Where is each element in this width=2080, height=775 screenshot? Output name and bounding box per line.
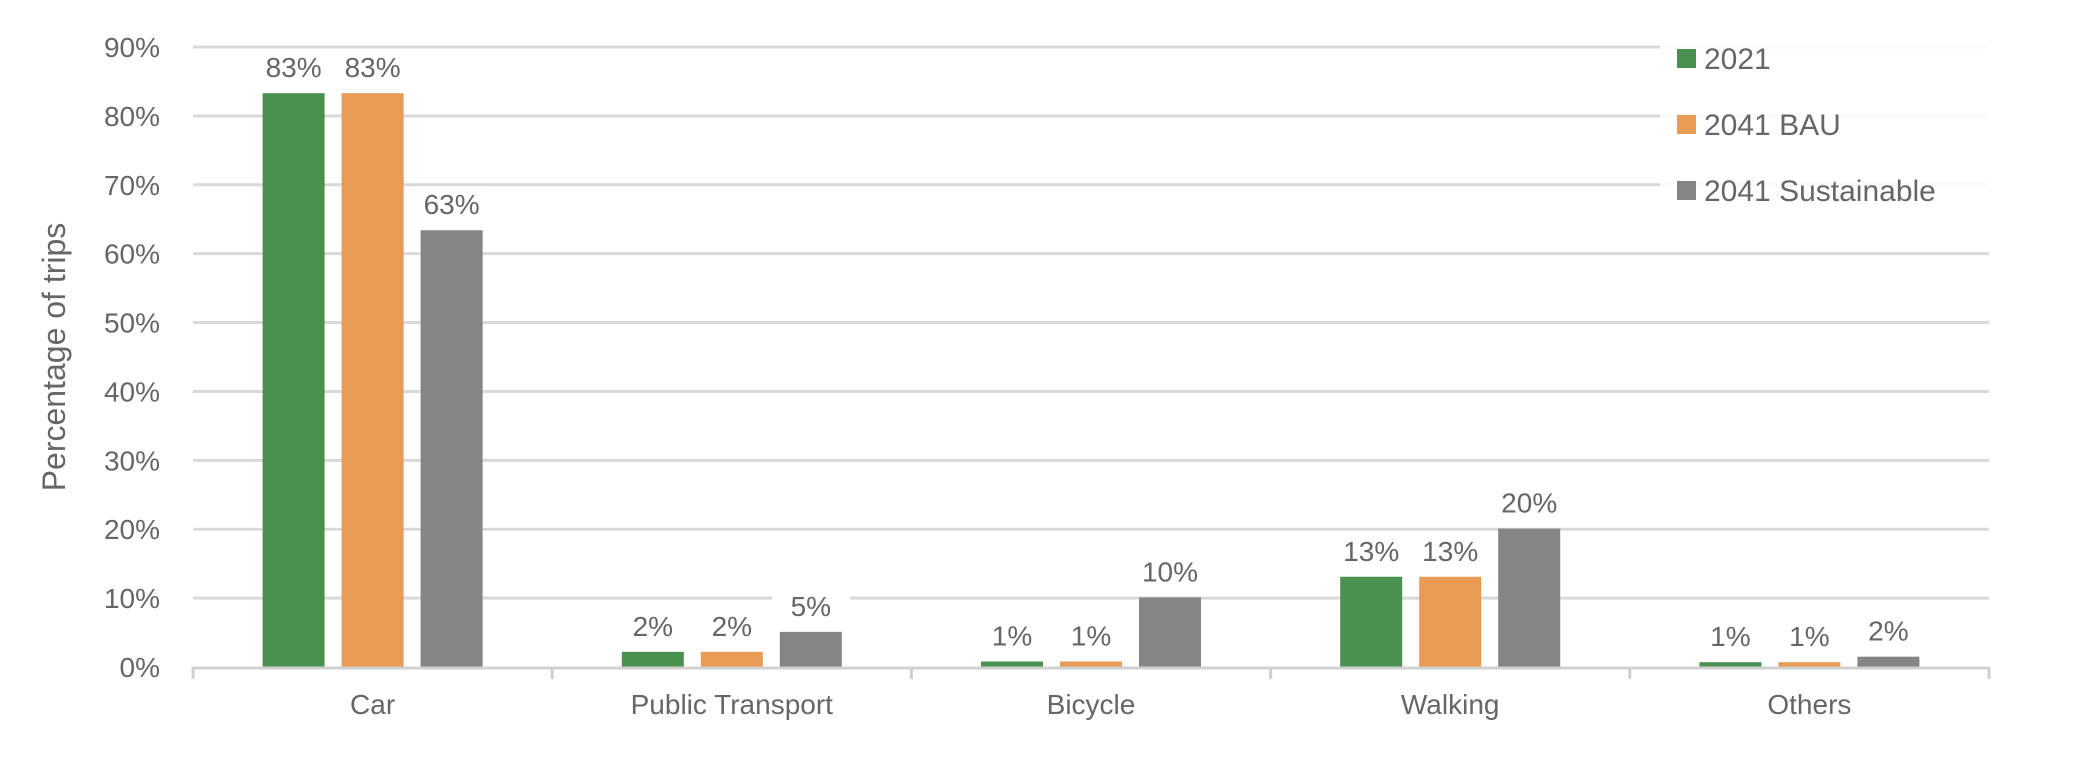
legend-label: 2041 BAU bbox=[1704, 109, 1841, 142]
data-label: 13% bbox=[1422, 536, 1478, 567]
data-label-bg bbox=[412, 186, 491, 221]
y-tick-label: 80% bbox=[104, 101, 160, 132]
bar bbox=[700, 651, 763, 667]
x-tick-label: Others bbox=[1767, 689, 1851, 720]
bar bbox=[621, 651, 684, 667]
data-label: 83% bbox=[266, 52, 322, 83]
legend-label: 2021 bbox=[1704, 43, 1771, 76]
data-label: 63% bbox=[424, 189, 480, 220]
data-label: 2% bbox=[712, 611, 752, 642]
x-tick-label: Car bbox=[350, 689, 395, 720]
data-label: 2% bbox=[633, 611, 673, 642]
data-label: 1% bbox=[1789, 621, 1829, 652]
data-label-bg bbox=[771, 587, 850, 622]
y-tick-label: 0% bbox=[120, 652, 160, 683]
y-tick-label: 90% bbox=[104, 32, 160, 63]
legend: 2021 2041 BAU 2041 Sustainable bbox=[1660, 36, 1990, 216]
bar bbox=[420, 230, 483, 667]
legend-swatch bbox=[1677, 115, 1696, 134]
bar bbox=[1699, 662, 1762, 667]
data-label-bg bbox=[1849, 612, 1928, 647]
data-label-bg bbox=[973, 617, 1051, 652]
y-axis-ticks: 0% 10% 20% 30% 40% 50% 60% 70% 80% 90% bbox=[104, 32, 160, 683]
y-tick-label: 30% bbox=[104, 445, 160, 476]
bar bbox=[1340, 576, 1403, 667]
data-label: 20% bbox=[1501, 488, 1557, 519]
data-label-bg bbox=[1770, 618, 1849, 653]
bar bbox=[341, 93, 404, 667]
gridlines bbox=[193, 45, 1989, 600]
data-label: 83% bbox=[345, 52, 401, 83]
data-label-bg bbox=[1332, 532, 1411, 567]
bars: 83% 2% 1% 13% 1% 83% 2% 1% 13% 1% 63% 5% 10% 20% 2% bbox=[254, 49, 1928, 667]
data-label-bg bbox=[1691, 618, 1770, 653]
bar bbox=[1498, 528, 1561, 667]
data-label-bg bbox=[333, 49, 412, 84]
data-label: 13% bbox=[1343, 536, 1399, 567]
data-label: 1% bbox=[1071, 620, 1111, 651]
bar bbox=[779, 631, 842, 667]
x-tick-label: Bicycle bbox=[1047, 689, 1136, 720]
legend-background bbox=[1660, 36, 1990, 216]
x-tick-label: Walking bbox=[1401, 689, 1500, 720]
data-label: 2% bbox=[1868, 616, 1908, 647]
data-label-bg bbox=[1411, 532, 1490, 567]
bar bbox=[1060, 661, 1122, 667]
data-label: 5% bbox=[791, 591, 831, 622]
y-tick-label: 60% bbox=[104, 239, 160, 270]
data-label-bg bbox=[613, 607, 692, 642]
data-label-bg bbox=[254, 49, 333, 84]
data-label-bg bbox=[692, 607, 771, 642]
legend-label: 2041 Sustainable bbox=[1704, 175, 1936, 208]
y-tick-label: 20% bbox=[104, 514, 160, 545]
x-tick-label: Public Transport bbox=[631, 689, 834, 720]
data-label-bg bbox=[1052, 617, 1130, 652]
bar bbox=[1857, 656, 1920, 667]
bar bbox=[262, 93, 325, 667]
data-label-bg bbox=[1131, 553, 1209, 588]
bar bbox=[981, 661, 1043, 667]
bar bbox=[1778, 662, 1841, 667]
data-label: 1% bbox=[1710, 621, 1750, 652]
legend-swatch bbox=[1677, 181, 1696, 200]
y-tick-label: 40% bbox=[104, 376, 160, 407]
data-label: 10% bbox=[1142, 556, 1198, 587]
y-axis-label: Percentage of trips bbox=[36, 223, 72, 492]
data-label-bg bbox=[1490, 484, 1569, 519]
bar bbox=[1419, 576, 1482, 667]
y-tick-label: 10% bbox=[104, 583, 160, 614]
y-tick-label: 50% bbox=[104, 308, 160, 339]
legend-swatch bbox=[1677, 49, 1696, 68]
data-label: 1% bbox=[992, 620, 1032, 651]
bar bbox=[1139, 597, 1201, 667]
y-tick-label: 70% bbox=[104, 170, 160, 201]
x-axis: Car Public Transport Bicycle Walking Others bbox=[191, 666, 1991, 720]
